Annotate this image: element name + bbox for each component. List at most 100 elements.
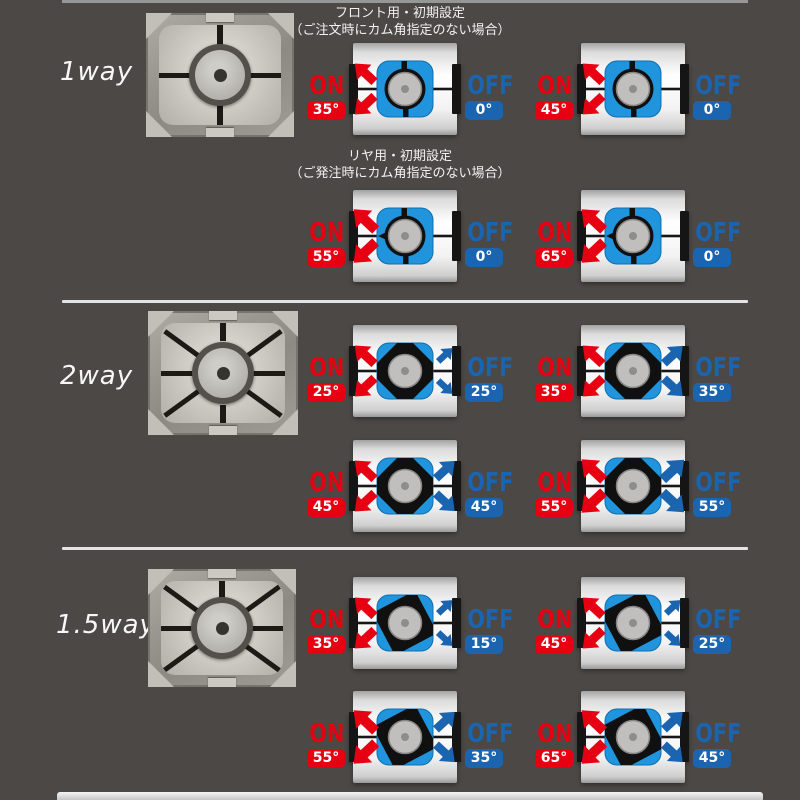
off-angle-badge: 15° bbox=[465, 635, 503, 654]
on-label: ON bbox=[309, 218, 345, 248]
off-label: OFF bbox=[467, 353, 514, 383]
section-divider bbox=[62, 300, 748, 303]
rear-setting-subtitle: （ご発注時にカム角指定のない場合） bbox=[289, 166, 511, 181]
casting-tab bbox=[208, 678, 236, 687]
section-label-2way: 2way bbox=[60, 361, 134, 391]
rear-setting-title: リヤ用・初期設定 bbox=[347, 149, 452, 164]
cam-slot-top bbox=[219, 581, 225, 598]
cam-box bbox=[577, 577, 689, 669]
cam-box bbox=[577, 43, 689, 135]
on-angle-badge: 35° bbox=[535, 383, 573, 402]
casting-tab bbox=[209, 426, 237, 435]
cam-diagram-1way-on45-off0: ON 45° OFF 0° bbox=[533, 43, 742, 135]
cam-diagram-1-5way-on35-off15: ON 35° OFF 15° bbox=[305, 577, 514, 669]
on-label: ON bbox=[537, 605, 573, 635]
off-label: OFF bbox=[695, 353, 742, 383]
on-label: ON bbox=[537, 719, 573, 749]
cam-center-hole bbox=[215, 621, 229, 635]
cam-diagram-1-5way-on65-off45: ON 65° OFF 45° bbox=[533, 691, 742, 783]
cam-box bbox=[349, 190, 461, 282]
front-setting-subtitle: （ご注文時にカム角指定のない場合） bbox=[289, 23, 511, 38]
off-angle-badge: 0° bbox=[693, 101, 731, 120]
cam-diagram-1-5way-on55-off35: ON 55° OFF 35° bbox=[305, 691, 514, 783]
on-label: ON bbox=[309, 719, 345, 749]
lsd-photo-2way bbox=[148, 311, 298, 435]
on-label: ON bbox=[537, 353, 573, 383]
cam-box bbox=[577, 325, 689, 417]
cam-diagram-1way-on35-off0: ON 35° OFF 0° bbox=[305, 43, 514, 135]
cam-diagram-2way-on35-off35: ON 35° OFF 35° bbox=[533, 325, 742, 417]
cam-plate bbox=[161, 323, 285, 423]
cam-plate bbox=[161, 581, 283, 675]
on-angle-badge: 45° bbox=[535, 635, 573, 654]
rear-setting-header: リヤ用・初期設定 （ご発注時にカム角指定のない場合） bbox=[285, 148, 515, 182]
section-label-1-5way: 1.5way bbox=[56, 610, 156, 640]
cam-diagram-2way-on55-off55: ON 55° OFF 55° bbox=[533, 440, 742, 532]
off-label: OFF bbox=[467, 719, 514, 749]
on-label: ON bbox=[537, 218, 573, 248]
off-angle-badge: 0° bbox=[465, 248, 503, 267]
on-angle-badge: 65° bbox=[535, 749, 573, 768]
off-angle-badge: 35° bbox=[465, 749, 503, 768]
off-angle-badge: 55° bbox=[693, 498, 731, 517]
cam-slot-top bbox=[220, 323, 226, 341]
off-label: OFF bbox=[467, 468, 514, 498]
off-angle-badge: 0° bbox=[465, 101, 503, 120]
cam-box bbox=[349, 440, 461, 532]
on-label: ON bbox=[537, 71, 573, 101]
off-angle-badge: 35° bbox=[693, 383, 731, 402]
on-label: ON bbox=[309, 71, 345, 101]
on-angle-badge: 65° bbox=[535, 248, 573, 267]
cam-center-hole bbox=[216, 366, 230, 380]
casting-tab bbox=[208, 569, 236, 578]
on-angle-badge: 35° bbox=[307, 101, 345, 120]
off-label: OFF bbox=[467, 71, 514, 101]
off-label: OFF bbox=[695, 71, 742, 101]
casting-tab bbox=[209, 311, 237, 320]
cam-box bbox=[577, 440, 689, 532]
on-angle-badge: 55° bbox=[535, 498, 573, 517]
off-angle-badge: 25° bbox=[465, 383, 503, 402]
casting-tab bbox=[206, 128, 234, 137]
cam-box bbox=[577, 691, 689, 783]
next-section-edge bbox=[57, 792, 763, 800]
section-divider bbox=[62, 547, 748, 550]
cam-diagram-1-5way-on45-off25: ON 45° OFF 25° bbox=[533, 577, 742, 669]
top-edge-bar bbox=[62, 0, 748, 3]
on-label: ON bbox=[309, 468, 345, 498]
cam-box bbox=[577, 190, 689, 282]
on-label: ON bbox=[309, 353, 345, 383]
on-angle-badge: 35° bbox=[307, 635, 345, 654]
cam-box bbox=[349, 43, 461, 135]
cam-diagram-1way-on55-off0: ON 55° OFF 0° bbox=[305, 190, 514, 282]
cam-slot-bottom bbox=[220, 405, 226, 423]
off-label: OFF bbox=[695, 468, 742, 498]
off-angle-badge: 0° bbox=[693, 248, 731, 267]
on-angle-badge: 45° bbox=[307, 498, 345, 517]
cam-diagram-1way-on65-off0: ON 65° OFF 0° bbox=[533, 190, 741, 282]
off-label: OFF bbox=[695, 719, 742, 749]
section-label-1way: 1way bbox=[60, 57, 134, 87]
off-label: OFF bbox=[695, 605, 742, 635]
cam-center-hole bbox=[213, 68, 227, 82]
lsd-photo-1-5way bbox=[148, 569, 296, 687]
casting-tab bbox=[206, 13, 234, 22]
on-angle-badge: 25° bbox=[307, 383, 345, 402]
off-angle-badge: 45° bbox=[693, 749, 731, 768]
on-angle-badge: 45° bbox=[535, 101, 573, 120]
on-angle-badge: 55° bbox=[307, 248, 345, 267]
cam-diagram-2way-on25-off25: ON 25° OFF 25° bbox=[305, 325, 514, 417]
lsd-photo-1way bbox=[146, 13, 294, 137]
front-setting-header: フロント用・初期設定 （ご注文時にカム角指定のない場合） bbox=[280, 5, 520, 39]
on-angle-badge: 55° bbox=[307, 749, 345, 768]
cam-plate bbox=[159, 25, 281, 125]
on-label: ON bbox=[537, 468, 573, 498]
front-setting-title: フロント用・初期設定 bbox=[334, 6, 465, 21]
cam-box bbox=[349, 325, 461, 417]
cam-diagram-2way-on45-off45: ON 45° OFF 45° bbox=[305, 440, 514, 532]
off-label: OFF bbox=[467, 605, 514, 635]
on-label: ON bbox=[309, 605, 345, 635]
cam-box bbox=[349, 577, 461, 669]
off-label: OFF bbox=[467, 218, 514, 248]
